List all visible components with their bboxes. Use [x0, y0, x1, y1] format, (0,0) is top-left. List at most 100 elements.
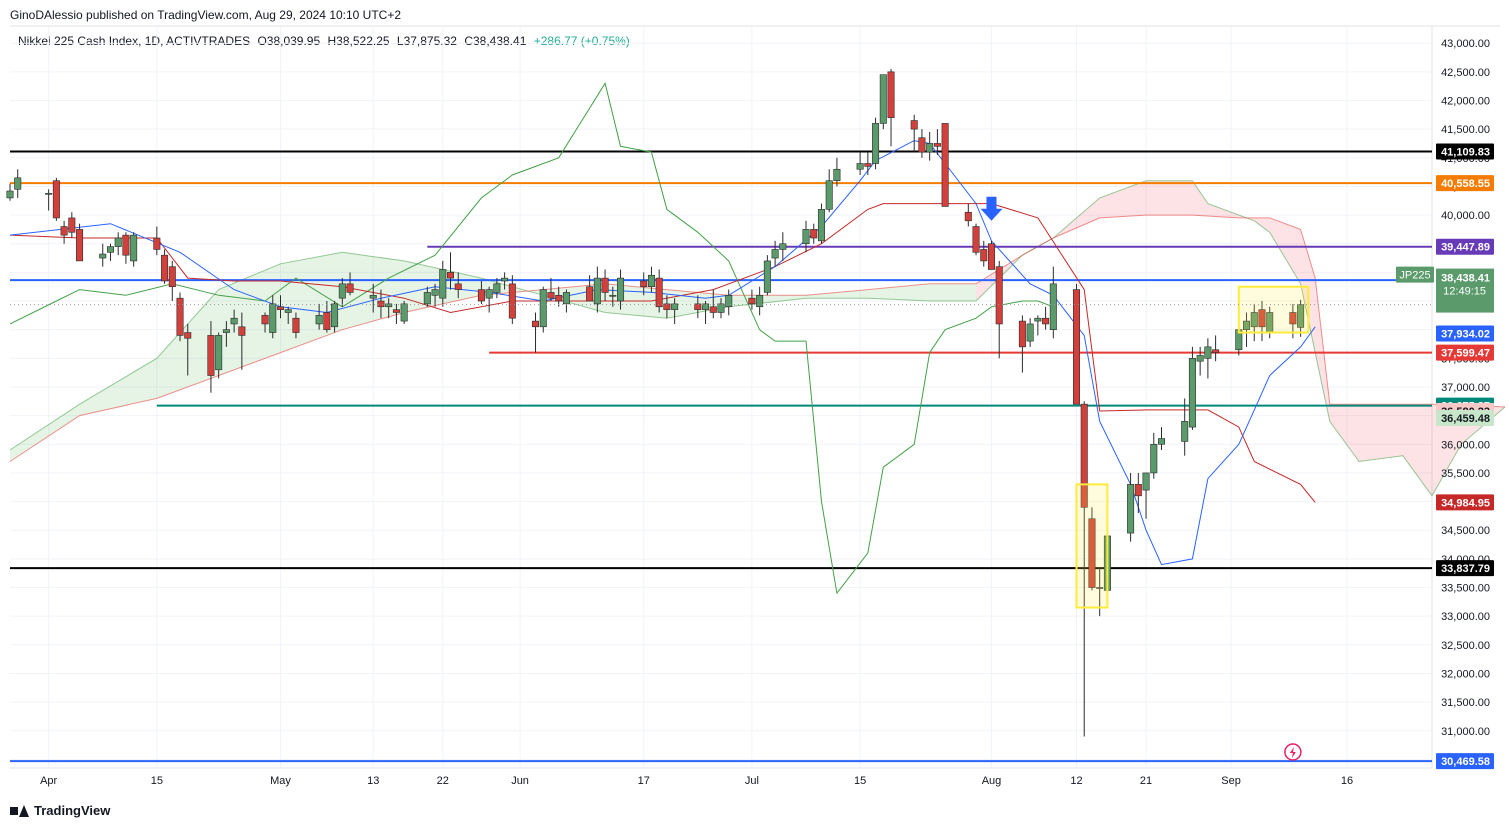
- candle-body: [964, 211, 972, 222]
- price-change: +286.77 (+0.75%): [533, 34, 630, 48]
- candle-body: [1034, 317, 1042, 322]
- candle-body: [230, 317, 238, 325]
- candle-body: [400, 303, 408, 322]
- level-price-badge: 37,599.47: [1441, 348, 1490, 360]
- candle-body: [802, 229, 810, 245]
- candle-body: [941, 123, 949, 207]
- candle-body: [338, 283, 346, 299]
- candle-body: [346, 283, 354, 293]
- price-tick-label: 37,000.00: [1441, 382, 1490, 394]
- arrow-down-icon: [980, 196, 1003, 221]
- level-price-badge-bg: [1436, 560, 1494, 577]
- price-tick-label: 32,000.00: [1441, 668, 1490, 680]
- candle-body: [76, 229, 84, 262]
- chikou-span-line: [9, 82, 1054, 595]
- candle-body: [702, 303, 710, 310]
- indicator-price-badge: 36,459.48: [1441, 413, 1490, 425]
- candle-body: [1042, 317, 1050, 325]
- time-tick-label: 13: [367, 775, 379, 787]
- candle-body: [1142, 472, 1150, 491]
- level-price-badge-bg: [1436, 143, 1494, 160]
- candle-body: [385, 303, 393, 308]
- candle-body: [879, 74, 887, 124]
- candle-body: [1096, 587, 1104, 589]
- candle-body: [1212, 349, 1220, 353]
- footer-brand: TradingView: [34, 803, 111, 818]
- candle-body: [184, 332, 192, 339]
- price-tick-label: 42,500.00: [1441, 67, 1490, 79]
- candle-body: [447, 272, 455, 279]
- candle-body: [99, 253, 107, 259]
- candle-body: [872, 123, 880, 164]
- candle-body: [14, 177, 22, 190]
- candle-body: [539, 289, 547, 328]
- candle-body: [331, 303, 339, 328]
- candle-body: [284, 309, 292, 313]
- candle-body: [717, 303, 725, 313]
- candle-body: [176, 297, 184, 336]
- candle-body: [856, 163, 864, 170]
- candle-body: [763, 260, 771, 293]
- symbol-tag-bg: [1396, 266, 1434, 283]
- price-tick-label: 41,500.00: [1441, 124, 1490, 136]
- candle-body: [431, 289, 439, 296]
- candle-body: [130, 234, 138, 262]
- candle-body: [647, 274, 655, 288]
- candle-body: [369, 294, 377, 299]
- tradingview-logo-icon: [10, 804, 29, 817]
- indicator-price-badge: 34,984.95: [1441, 497, 1490, 509]
- candle-body: [617, 277, 625, 302]
- time-tick-label: Jul: [745, 775, 759, 787]
- candle-body: [215, 335, 223, 371]
- candle-body: [454, 283, 462, 290]
- candle-body: [555, 294, 563, 302]
- symbol-title[interactable]: Nikkei 225 Cash Index, 1D, ACTIVTRADES: [18, 34, 251, 48]
- candle-body: [1289, 312, 1297, 325]
- candle-body: [323, 312, 331, 330]
- candle-body: [238, 326, 246, 336]
- level-price-badge-bg: [1436, 175, 1494, 192]
- candle-body: [547, 292, 555, 299]
- price-tick-label: 32,500.00: [1441, 640, 1490, 652]
- tradingview-footer: TradingView: [10, 803, 110, 818]
- time-tick-label: 17: [638, 775, 650, 787]
- candle-body: [315, 315, 323, 325]
- level-price-badge: 41,109.83: [1441, 146, 1490, 158]
- candle-body: [586, 286, 594, 302]
- candle-body: [1150, 443, 1158, 474]
- candle-body: [68, 217, 76, 233]
- candle-body: [833, 168, 841, 182]
- candle-body: [918, 137, 926, 153]
- candle-body: [1196, 355, 1204, 362]
- candle-body: [276, 306, 284, 310]
- level-price-badge: 40,558.55: [1441, 178, 1490, 190]
- last-price-value: 38,438.41: [1441, 273, 1490, 285]
- ohlc-open: O38,039.95: [257, 34, 321, 48]
- candle-body: [222, 329, 230, 333]
- indicator-price-badge-bg: [1436, 325, 1494, 342]
- time-tick-label: 16: [1341, 775, 1353, 787]
- candle-body: [1250, 312, 1258, 328]
- candle-body: [1049, 283, 1057, 330]
- senkou-span-b-line: [9, 214, 1506, 462]
- price-tick-label: 35,500.00: [1441, 468, 1490, 480]
- candle-body: [694, 303, 702, 310]
- candle-body: [980, 249, 988, 262]
- indicator-price-badge-bg: [1436, 409, 1494, 426]
- time-axis: Apr 15 May 13 22 Jun 17 Jul 15 Aug 12 21 Sep 16: [40, 775, 1353, 787]
- time-tick-label: Sep: [1221, 775, 1241, 787]
- candle-body: [1297, 304, 1305, 328]
- candle-body: [671, 303, 679, 310]
- candle-body: [593, 277, 601, 305]
- price-tick-label: 33,000.00: [1441, 611, 1490, 623]
- price-tick-label: 33,500.00: [1441, 583, 1490, 595]
- candle-body: [439, 269, 447, 299]
- time-tick-label: 12: [1070, 775, 1082, 787]
- candle-body: [926, 143, 934, 153]
- level-price-badge: 33,837.79: [1441, 563, 1490, 575]
- candle-body: [756, 294, 764, 308]
- candles: [6, 68, 1305, 737]
- time-tick-label: 22: [437, 775, 449, 787]
- candle-body: [709, 306, 717, 313]
